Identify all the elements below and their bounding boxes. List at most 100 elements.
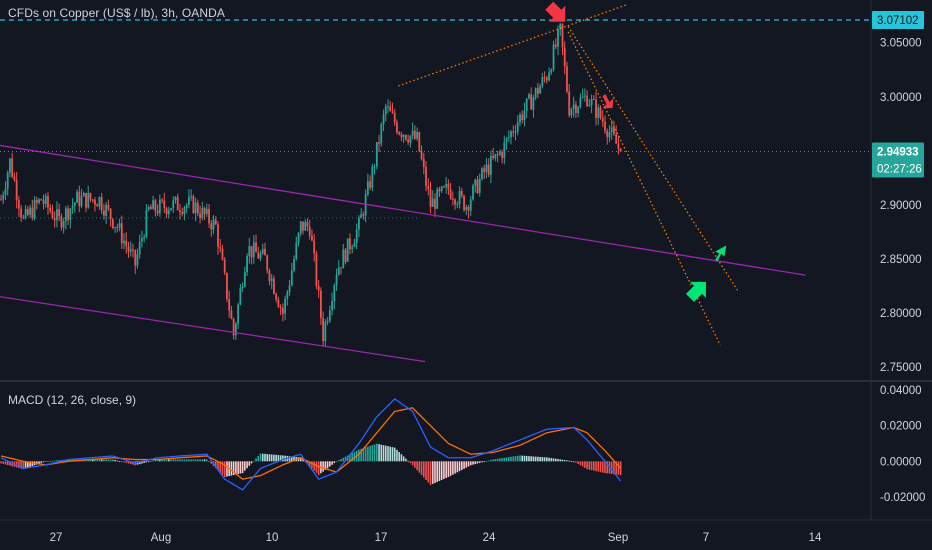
- candle-body: [373, 166, 376, 168]
- candle: [427, 178, 430, 196]
- buy-arrow-bottom[interactable]: [685, 281, 706, 302]
- candle: [31, 199, 34, 221]
- candle-body: [326, 320, 329, 323]
- candle-body: [228, 299, 231, 311]
- candle-body: [447, 183, 450, 190]
- candle-body: [9, 158, 11, 173]
- candle-body: [277, 299, 280, 307]
- histogram-bar: [288, 456, 291, 462]
- candle: [270, 273, 273, 290]
- candle-body: [120, 223, 123, 244]
- candle-body: [2, 194, 5, 200]
- candle: [572, 96, 575, 118]
- candle: [208, 204, 210, 229]
- candle-body: [237, 304, 240, 324]
- candle: [105, 202, 108, 224]
- histogram-bar: [373, 444, 376, 462]
- candle: [277, 296, 280, 308]
- candle: [601, 110, 604, 128]
- candle-body: [465, 206, 468, 211]
- histogram-bar: [467, 461, 470, 467]
- histogram-bar: [255, 458, 257, 462]
- histogram-bar: [259, 453, 262, 462]
- histogram-bar: [523, 455, 526, 462]
- candle: [380, 122, 383, 147]
- candle-body: [494, 153, 497, 159]
- macd-tick-label: 0.02000: [880, 421, 922, 433]
- candle: [35, 196, 38, 210]
- candle: [550, 68, 553, 76]
- histogram-bar: [29, 461, 31, 467]
- down-arrow-small[interactable]: [602, 94, 614, 109]
- histogram-bar: [445, 461, 447, 479]
- candle-body: [498, 152, 501, 155]
- candle-body: [443, 186, 445, 188]
- candle-body: [152, 200, 155, 210]
- candle-body: [143, 237, 146, 239]
- histogram-bar: [331, 461, 333, 465]
- candle-body: [183, 207, 186, 215]
- candle-body: [543, 77, 546, 79]
- candle-body: [539, 86, 542, 94]
- candle: [335, 268, 338, 291]
- histogram-bar: [282, 455, 284, 462]
- macd-histogram: [0, 443, 622, 485]
- histogram-bar: [481, 461, 483, 463]
- candle: [288, 279, 291, 296]
- price-tick-label: 2.85000: [880, 254, 922, 266]
- candle-body: [230, 310, 233, 319]
- candle-body: [47, 196, 49, 208]
- histogram-bar: [550, 458, 553, 462]
- candle-body: [221, 248, 224, 260]
- candle: [404, 134, 407, 141]
- candle-body: [608, 132, 611, 138]
- candle: [599, 105, 602, 120]
- histogram-bar: [528, 456, 530, 462]
- histogram-bar: [67, 459, 69, 462]
- time-tick-label: 24: [483, 532, 496, 544]
- candle: [143, 233, 146, 243]
- candle-body: [109, 208, 112, 220]
- candle-body: [577, 107, 580, 114]
- histogram-bar: [474, 461, 477, 465]
- histogram-bar: [241, 461, 244, 474]
- candle-body: [541, 77, 544, 87]
- candle-body: [400, 134, 403, 138]
- candle: [40, 198, 43, 201]
- histogram-bar: [380, 444, 383, 462]
- histogram-bar: [358, 449, 360, 462]
- histogram-bar: [291, 456, 293, 462]
- candle-body: [98, 197, 101, 207]
- candle: [145, 204, 148, 239]
- candle-body: [407, 139, 410, 143]
- histogram-bar: [367, 446, 369, 462]
- sell-arrow-top[interactable]: [545, 1, 566, 22]
- histogram-bar: [487, 460, 490, 462]
- histogram-bar: [221, 461, 224, 475]
- histogram-bar: [405, 458, 407, 462]
- candle: [297, 231, 300, 247]
- candle-body: [581, 96, 584, 98]
- candle-body: [24, 208, 27, 218]
- candle-body: [319, 290, 322, 319]
- candle: [592, 95, 595, 101]
- up-arrow-small[interactable]: [715, 245, 727, 262]
- candle: [400, 131, 403, 142]
- price-tick-label: 2.80000: [880, 308, 922, 320]
- histogram-bar: [483, 461, 485, 463]
- candle: [217, 221, 219, 255]
- candle: [264, 242, 266, 256]
- candle: [82, 191, 85, 197]
- histogram-bar: [129, 461, 132, 465]
- candle-body: [487, 164, 490, 175]
- candle: [438, 186, 441, 197]
- histogram-bar: [427, 461, 430, 483]
- candle: [595, 91, 597, 126]
- histogram-bar: [123, 461, 125, 463]
- level-label-box: [872, 11, 924, 29]
- candle: [120, 215, 123, 250]
- candle: [302, 221, 304, 235]
- histogram-bar: [261, 453, 264, 462]
- candle-body: [308, 226, 311, 236]
